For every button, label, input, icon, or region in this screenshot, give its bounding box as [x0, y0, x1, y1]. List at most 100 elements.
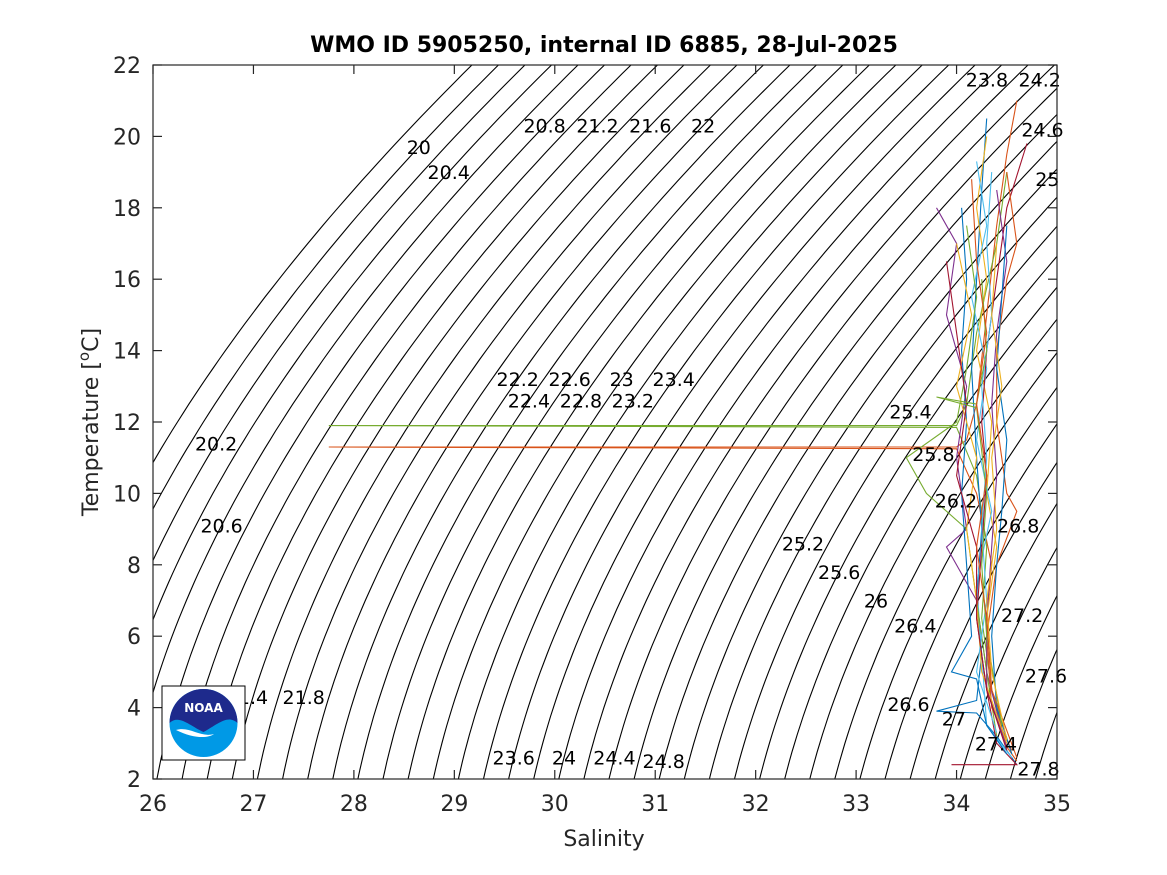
contour-label: 22.2: [497, 369, 539, 391]
contour-label: 20.4: [428, 162, 470, 184]
contour-label: 27.8: [1017, 758, 1059, 780]
density-contour: [307, 65, 765, 779]
contour-label: 21.8: [283, 687, 325, 709]
density-contour: [909, 461, 1057, 779]
contour-label: 25.4: [889, 401, 931, 423]
density-contour: [934, 502, 1057, 779]
density-contour: [357, 65, 818, 779]
contour-label: 22.6: [549, 369, 591, 391]
contour-label: 20.2: [195, 433, 237, 455]
density-contour: [153, 65, 553, 622]
contour-label: 21.2: [576, 116, 618, 138]
density-contour: [407, 65, 871, 779]
x-tick-label: 26: [139, 792, 167, 817]
x-tick-label: 31: [641, 792, 669, 817]
x-tick-label: 33: [842, 792, 870, 817]
contour-label: 22: [691, 116, 715, 138]
y-tick-label: 6: [127, 625, 141, 650]
density-contour: [332, 65, 791, 779]
density-contour: [608, 87, 1057, 779]
contour-label: 27.2: [1001, 605, 1043, 627]
contour-label: 20.8: [523, 116, 565, 138]
density-contour: [784, 286, 1057, 779]
x-tick-label: 32: [742, 792, 770, 817]
contour-label: 25.2: [782, 533, 824, 555]
profile-line: [986, 243, 1008, 740]
density-contour: [206, 65, 659, 779]
density-contour: [508, 65, 976, 779]
x-tick-label: 35: [1043, 792, 1071, 817]
contour-label: 25: [1035, 169, 1059, 191]
y-axis-label-end: C]: [79, 328, 104, 352]
profile-lines: [328, 100, 1028, 766]
density-contour: [583, 65, 1056, 779]
plot-area: [153, 65, 1057, 779]
contour-label: 22.4: [508, 391, 550, 413]
density-contour: [153, 65, 526, 562]
y-axis-label: Temperature [oC]: [75, 328, 104, 517]
y-tick-label: 22: [113, 54, 141, 79]
contour-label: 24.8: [643, 751, 685, 773]
profile-line: [951, 143, 1028, 766]
noaa-logo-wave: [176, 729, 214, 738]
y-axis-label-sup: o: [75, 352, 93, 361]
density-contour: [382, 65, 844, 779]
profile-line: [976, 172, 998, 733]
density-contour: [959, 546, 1057, 779]
contour-label: 27.4: [975, 733, 1017, 755]
profile-line: [945, 261, 1008, 751]
contour-label: 20: [407, 137, 431, 159]
x-tick-label: 27: [239, 792, 267, 817]
density-contour-lines: [153, 65, 1057, 779]
y-tick-label: 18: [113, 197, 141, 222]
y-axis-label-main: Temperature [: [79, 361, 104, 517]
contour-label: 25.6: [818, 562, 860, 584]
density-contour: [633, 113, 1057, 779]
contour-label: 23.4: [653, 369, 695, 391]
density-contour: [683, 168, 1057, 779]
contour-label: 24: [552, 748, 576, 770]
y-tick-label: 4: [127, 697, 141, 722]
contour-label: 26.6: [887, 694, 929, 716]
density-contour: [984, 594, 1057, 779]
y-tick-label: 10: [113, 482, 141, 507]
contour-label: 26.4: [894, 616, 936, 638]
y-tick-label: 2: [127, 768, 141, 793]
contour-label: 22.8: [560, 391, 602, 413]
density-contour: [533, 65, 1003, 779]
contour-label: 24.4: [593, 748, 635, 770]
density-contour: [256, 65, 712, 779]
contour-label: 21.6: [629, 116, 671, 138]
density-contour: [482, 65, 950, 779]
profile-line: [986, 189, 1008, 748]
density-contour: [733, 225, 1057, 779]
density-contour: [1009, 648, 1057, 779]
noaa-logo: NOAA: [161, 685, 246, 761]
density-contour: [153, 65, 579, 695]
y-tick-label: 14: [113, 340, 141, 365]
density-contour: [884, 422, 1057, 779]
density-contour: [859, 386, 1057, 779]
contour-label: 23.8: [966, 69, 1008, 91]
profile-line: [986, 172, 1018, 751]
chart-title: WMO ID 5905250, internal ID 6885, 28-Jul…: [310, 33, 898, 58]
density-contour: [153, 65, 500, 511]
contour-label: 27.6: [1025, 666, 1067, 688]
density-contour: [558, 65, 1029, 779]
density-contour: [457, 65, 923, 779]
y-tick-label: 20: [113, 125, 141, 150]
contour-label: 24.2: [1019, 69, 1061, 91]
density-contour: [181, 65, 632, 779]
contour-label: 23.6: [493, 748, 535, 770]
profile-line: [971, 179, 1018, 758]
x-axis-label: Salinity: [563, 827, 644, 852]
x-tick-label: 28: [340, 792, 368, 817]
contour-label: 23: [610, 369, 634, 391]
contour-label: 26.2: [935, 491, 977, 513]
contour-label: 27: [942, 708, 966, 730]
density-contour: [759, 255, 1057, 779]
y-tick-label: 12: [113, 411, 141, 436]
contour-label: 23.2: [612, 391, 654, 413]
